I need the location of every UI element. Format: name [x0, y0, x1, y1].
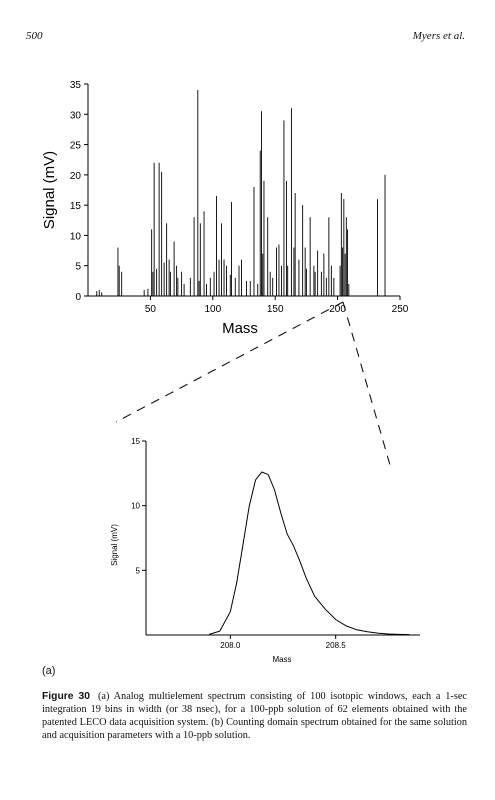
x-tick-label: 208.0	[220, 641, 241, 650]
y-ticks: 0 5 10 15 20 25 30 35	[70, 80, 88, 303]
caption-label: Figure 30	[42, 691, 90, 702]
caption-text: (a) Analog multielement spectrum consist…	[42, 691, 467, 741]
x-tick-label: 200	[329, 304, 346, 315]
zoom-connector-lines	[115, 301, 391, 466]
y-axis-label: Signal (mV)	[41, 151, 58, 229]
y-tick-label: 0	[75, 292, 81, 303]
y-axis-label: Signal (mV)	[110, 524, 119, 566]
y-tick-label: 10	[70, 231, 82, 242]
x-tick-label: 100	[204, 304, 221, 315]
page-number: 500	[26, 30, 43, 42]
zoomed-peak-chart: 5 10 15 208.0 208.5 Mass Signal (mV)	[110, 437, 420, 664]
y-tick-label: 35	[70, 80, 82, 91]
y-tick-label: 20	[70, 171, 82, 182]
zoom-line-left	[115, 301, 344, 423]
zoom-line-right	[342, 301, 391, 466]
analog-spectrum-chart: 0 5 10 15 20 25 30 35 50 100 150 200 250 Mass Signa…	[41, 80, 409, 337]
y-tick-label: 5	[136, 566, 141, 575]
panel-label: (a)	[42, 665, 56, 677]
figure-caption: Figure 30 (a) Analog multielement spectru…	[42, 690, 467, 742]
x-tick-label: 150	[267, 304, 284, 315]
y-tick-label: 5	[75, 262, 81, 273]
x-axis-label: Mass	[272, 655, 291, 664]
running-head: Myers et al.	[412, 30, 465, 42]
y-tick-label: 30	[70, 110, 82, 121]
x-ticks: 50 100 150 200 250	[145, 296, 409, 315]
y-tick-label: 25	[70, 141, 82, 152]
y-tick-label: 15	[131, 437, 140, 446]
x-ticks: 208.0 208.5	[220, 635, 346, 650]
peak-line	[209, 471, 410, 636]
y-tick-label: 10	[131, 502, 140, 511]
y-tick-label: 15	[70, 201, 82, 212]
x-tick-label: 208.5	[326, 641, 347, 650]
x-tick-label: 50	[145, 304, 157, 315]
x-axis-label: Mass	[222, 320, 258, 337]
peak-bars	[96, 90, 386, 296]
y-ticks: 5 10 15	[131, 437, 146, 575]
x-tick-label: 250	[392, 304, 409, 315]
